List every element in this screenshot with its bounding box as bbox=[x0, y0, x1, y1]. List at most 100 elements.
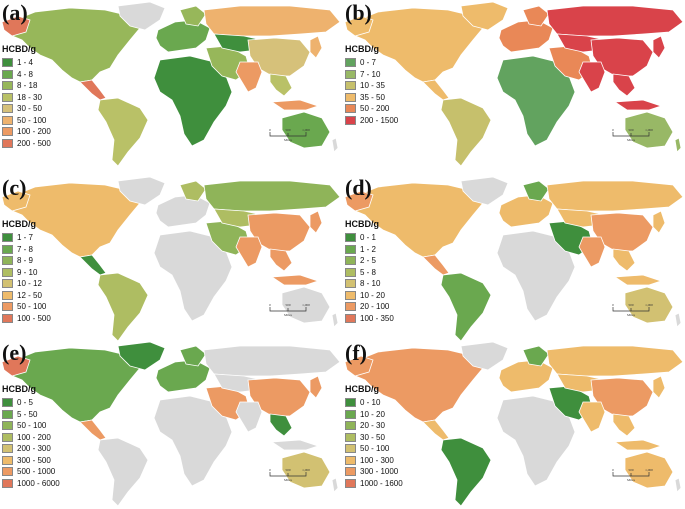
legend-range: 10 - 35 bbox=[360, 81, 385, 91]
legend-range: 100 - 500 bbox=[17, 313, 51, 323]
region-europe bbox=[498, 359, 554, 393]
legend-range: 0 - 1 bbox=[360, 233, 377, 243]
scale-label: 0 bbox=[612, 303, 614, 307]
legend-item: 5 - 50 bbox=[2, 409, 60, 421]
legend-item: 0 - 7 bbox=[345, 57, 398, 69]
region-centralAm bbox=[422, 79, 450, 101]
legend-range: 12 - 50 bbox=[17, 290, 42, 300]
region-greenland bbox=[117, 341, 166, 371]
legend-item: 0 - 1 bbox=[345, 232, 394, 244]
scale-bar: 0 500 1,000 Miles bbox=[612, 303, 653, 317]
scale-unit: Miles bbox=[627, 138, 636, 142]
legend-swatch bbox=[345, 244, 356, 254]
region-japan bbox=[309, 210, 323, 234]
legend-item: 1000 - 1600 bbox=[345, 478, 403, 490]
legend-item: 18 - 30 bbox=[2, 92, 51, 104]
legend-title: HCBD/g bbox=[2, 384, 36, 394]
region-greenland bbox=[460, 176, 509, 206]
legend-item: 300 - 500 bbox=[2, 455, 60, 467]
region-india bbox=[235, 401, 263, 433]
legend-item: 10 - 12 bbox=[2, 278, 51, 290]
legend: HCBD/g 0 - 10 10 - 20 20 - 30 30 - 50 50 - 10… bbox=[345, 384, 403, 489]
legend-item: 8 - 18 bbox=[2, 80, 51, 92]
legend-swatch bbox=[345, 69, 356, 79]
legend-swatch bbox=[2, 81, 13, 91]
legend-item: 0 - 10 bbox=[345, 397, 403, 409]
region-greenland bbox=[117, 176, 166, 206]
legend-item: 4 - 8 bbox=[2, 69, 51, 81]
legend-swatch bbox=[345, 256, 356, 266]
region-northAmerica bbox=[352, 347, 484, 423]
legend-swatch bbox=[2, 92, 13, 102]
legend-item: 9 - 10 bbox=[2, 267, 51, 279]
legend-item: 10 - 20 bbox=[345, 409, 403, 421]
region-centralAm bbox=[422, 419, 450, 441]
world-map-c: 0 500 1,000 Miles bbox=[1, 176, 340, 342]
scale-unit: Miles bbox=[284, 313, 293, 317]
legend-range: 200 - 300 bbox=[17, 444, 51, 454]
legend-swatch bbox=[345, 467, 356, 477]
region-india bbox=[578, 401, 606, 433]
region-japan bbox=[652, 375, 666, 399]
legend-swatch bbox=[2, 467, 13, 477]
region-southAmerica bbox=[440, 97, 492, 167]
region-india bbox=[578, 61, 606, 93]
region-indonesia bbox=[613, 439, 663, 451]
legend-item: 1 - 7 bbox=[2, 232, 51, 244]
panel-label: (f) bbox=[345, 340, 367, 365]
region-greenland bbox=[460, 1, 509, 31]
legend-swatch bbox=[345, 432, 356, 442]
region-india bbox=[235, 61, 263, 93]
legend-range: 10 - 20 bbox=[360, 409, 385, 419]
legend-swatch bbox=[345, 302, 356, 312]
legend-range: 8 - 10 bbox=[360, 279, 381, 289]
region-russia bbox=[546, 5, 683, 37]
legend-item: 8 - 10 bbox=[345, 278, 394, 290]
world-map-b: 0 500 1,000 Miles bbox=[344, 1, 683, 167]
region-northAmerica bbox=[9, 347, 141, 423]
legend-swatch bbox=[2, 290, 13, 300]
legend-range: 50 - 200 bbox=[360, 104, 390, 114]
legend-title: HCBD/g bbox=[2, 219, 36, 229]
legend-range: 30 - 50 bbox=[17, 104, 42, 114]
region-indonesia bbox=[270, 99, 320, 111]
region-northAmerica bbox=[352, 182, 484, 258]
region-russia bbox=[203, 345, 340, 377]
scale-label: 1,000 bbox=[302, 128, 310, 133]
legend-swatch bbox=[2, 409, 13, 419]
legend-range: 5 - 8 bbox=[360, 267, 377, 277]
region-russia bbox=[546, 180, 683, 212]
legend-item: 20 - 100 bbox=[345, 301, 394, 313]
legend-range: 1000 - 1600 bbox=[360, 478, 403, 488]
legend-swatch bbox=[345, 279, 356, 289]
legend-item: 50 - 100 bbox=[2, 301, 51, 313]
region-scandinavia bbox=[522, 5, 550, 27]
legend-swatch bbox=[345, 104, 356, 114]
legend-range: 300 - 1000 bbox=[360, 467, 399, 477]
scale-label: 1,000 bbox=[302, 303, 310, 308]
region-japan bbox=[652, 35, 666, 59]
scale-label: 1,000 bbox=[645, 128, 653, 133]
legend-item: 300 - 1000 bbox=[345, 466, 403, 478]
legend-range: 100 - 350 bbox=[360, 313, 394, 323]
legend-swatch bbox=[2, 478, 13, 488]
legend-item: 1 - 2 bbox=[345, 244, 394, 256]
map-panel-f: 0 500 1,000 Miles (f) HCBD/g 0 - 10 10 - 20 20 -… bbox=[343, 340, 683, 508]
scale-label: 1,000 bbox=[302, 468, 310, 473]
region-indonesia bbox=[270, 274, 320, 286]
legend-item: 35 - 50 bbox=[345, 92, 398, 104]
region-europe bbox=[155, 194, 211, 228]
legend-range: 4 - 8 bbox=[17, 69, 34, 79]
scale-bar: 0 500 1,000 Miles bbox=[269, 468, 310, 482]
region-europe bbox=[498, 19, 554, 53]
legend-swatch bbox=[345, 58, 356, 68]
legend-range: 500 - 1000 bbox=[17, 467, 56, 477]
region-greenland bbox=[117, 1, 166, 31]
scale-label: 1,000 bbox=[645, 303, 653, 308]
region-seAsia bbox=[612, 73, 636, 97]
legend-range: 50 - 100 bbox=[360, 444, 390, 454]
region-europe bbox=[155, 359, 211, 393]
